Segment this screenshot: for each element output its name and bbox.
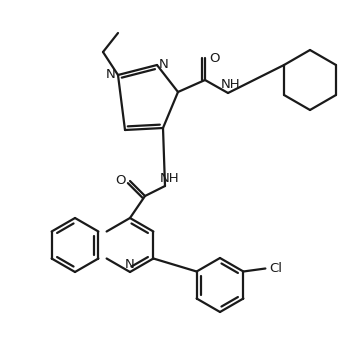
Text: O: O [115,174,125,187]
Text: Cl: Cl [269,262,282,275]
Text: O: O [210,52,220,65]
Text: N: N [125,258,135,271]
Text: N: N [159,58,169,71]
Text: N: N [106,68,116,81]
Text: NH: NH [160,171,180,184]
Text: NH: NH [221,79,241,92]
